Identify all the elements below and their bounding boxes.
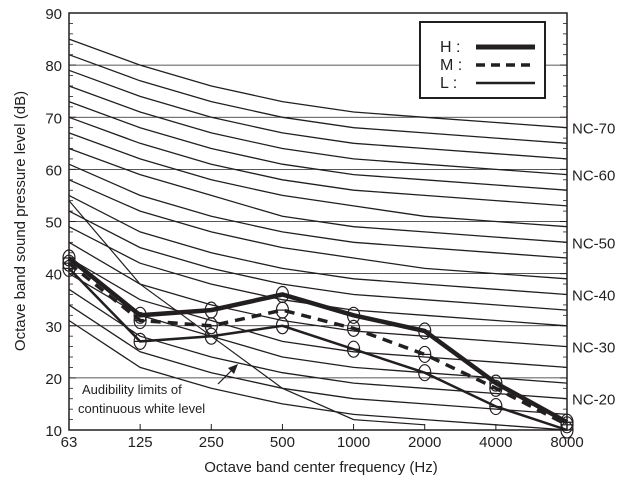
legend-label-m: M : (440, 57, 462, 74)
annotation-line-1: Audibility limits of (82, 382, 182, 397)
y-tick-label: 60 (45, 162, 62, 179)
nc-curves (68, 38, 568, 431)
legend: H : M : L : (419, 21, 546, 99)
x-tick-label: 1000 (337, 434, 370, 451)
nc-curve (68, 54, 568, 144)
nc-curve (68, 226, 568, 327)
plot-frame (68, 12, 568, 431)
x-tick-label: 250 (199, 434, 224, 451)
nc-label: NC-30 (572, 340, 615, 357)
audibility-limit-line (68, 200, 425, 426)
nc-label: NC-20 (572, 392, 615, 409)
x-tick-label: 500 (270, 434, 295, 451)
nc-curve (68, 132, 568, 228)
annotation: Audibility limits of continuous white le… (78, 364, 238, 416)
nc-curve (68, 163, 568, 259)
nc-curve (68, 194, 568, 296)
series-line-l (68, 267, 568, 432)
tick-labels: 10 20 30 40 50 60 70 80 90 63 125 250 500 1000 2000 400… (45, 6, 583, 451)
measured-series (67, 256, 569, 432)
y-tick-label: 80 (45, 58, 62, 75)
legend-box (419, 21, 546, 99)
x-tick-label: 63 (61, 434, 78, 451)
x-axis-label: Octave band center frequency (Hz) (204, 459, 437, 476)
nc-label: NC-70 (572, 121, 615, 138)
x-tick-label: 125 (128, 434, 153, 451)
nc-curve (68, 116, 568, 207)
y-axis-label: Octave band sound pressure level (dB) (12, 91, 29, 351)
nc-label: NC-60 (572, 168, 615, 185)
audibility-limit-curve (68, 200, 425, 426)
y-tick-label: 40 (45, 267, 62, 284)
y-tick-label: 20 (45, 371, 62, 388)
y-tick-label: 90 (45, 6, 62, 23)
nc-label: NC-50 (572, 235, 615, 252)
nc-curve (68, 257, 568, 369)
arrowhead-icon (228, 364, 238, 374)
x-tick-label: 2000 (408, 434, 441, 451)
annotation-line-2: continuous white level (78, 401, 205, 416)
nc-curve (68, 147, 568, 243)
nc-curve (68, 210, 568, 311)
y-tick-label: 10 (45, 423, 62, 440)
nc-label: NC-40 (572, 287, 615, 304)
legend-label-h: H : (440, 39, 460, 56)
nc-curve (68, 304, 568, 416)
y-tick-label: 30 (45, 319, 62, 336)
series-line-m (67, 261, 568, 427)
nc-curve (68, 319, 568, 431)
nc-curve (68, 273, 568, 384)
y-tick-label: 50 (45, 215, 62, 232)
nc-curve (68, 179, 568, 280)
nc-curve (68, 69, 568, 160)
x-tick-label: 4000 (479, 434, 512, 451)
axes (68, 12, 568, 431)
nc-curve (68, 241, 568, 348)
curve-labels: NC-70 NC-60 NC-50 NC-40 NC-30 NC-20 (572, 121, 615, 409)
nc-curve (68, 100, 568, 191)
nc-curve (68, 85, 568, 176)
nc-curve (68, 38, 568, 129)
series-line-h (67, 256, 569, 425)
y-tick-label: 70 (45, 110, 62, 127)
x-tick-label: 8000 (550, 434, 583, 451)
legend-label-l: L : (440, 75, 457, 92)
